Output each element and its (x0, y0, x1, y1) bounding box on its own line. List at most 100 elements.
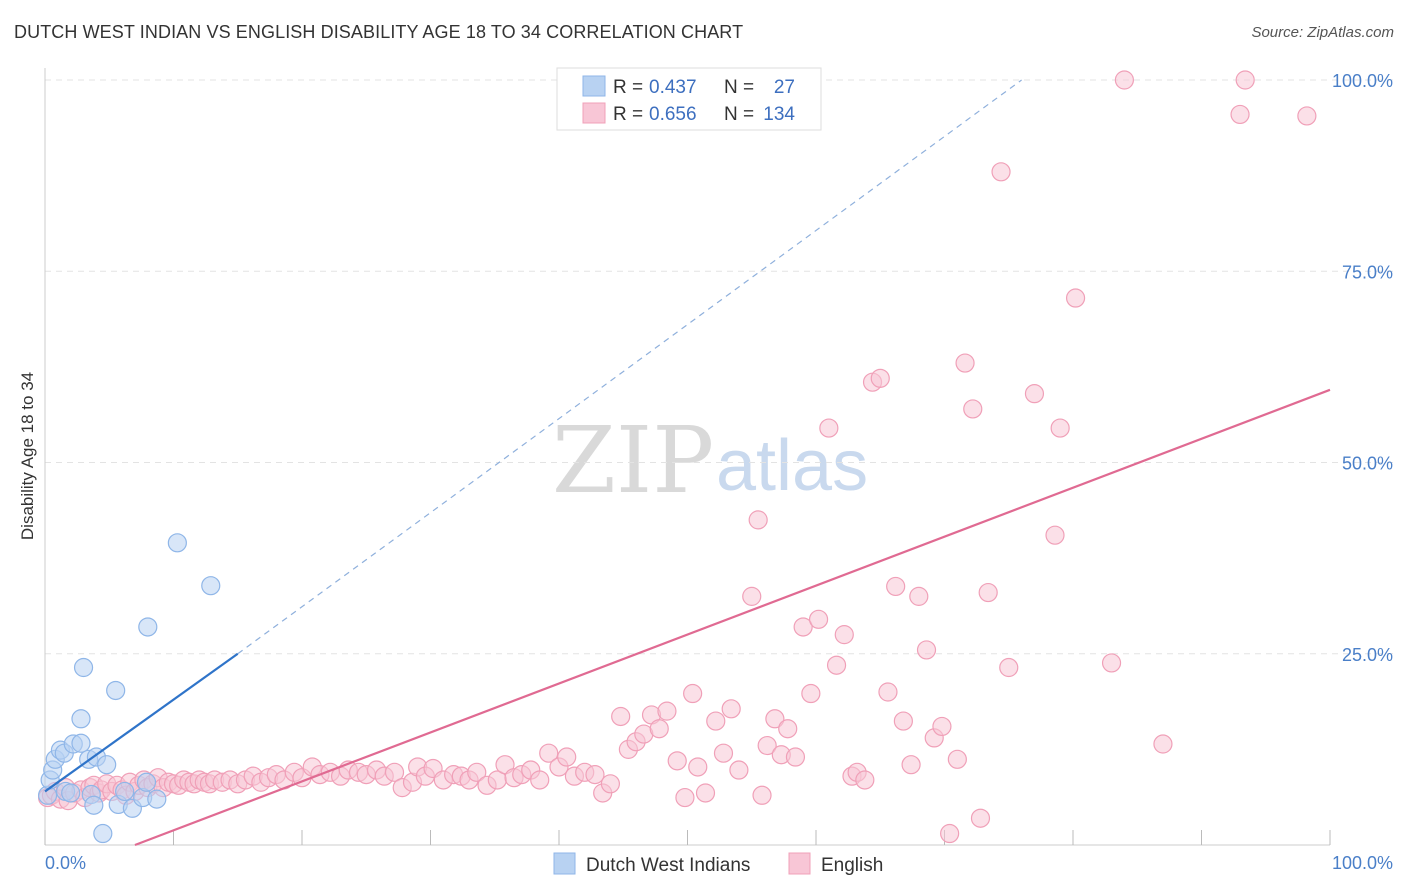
english-point-124 (932, 716, 952, 737)
english-point-107 (801, 683, 821, 704)
y-axis-label: Disability Age 18 to 34 (18, 372, 37, 540)
english-point-138 (1114, 70, 1135, 90)
dutch-west-indians-point-14 (84, 795, 104, 815)
english-point-101 (757, 735, 777, 756)
english-point-104 (778, 719, 798, 739)
dutch-west-indians-point-11 (71, 709, 91, 729)
english-point-139 (1153, 734, 1173, 754)
english-point-132 (999, 657, 1019, 678)
english-point-105 (785, 747, 806, 767)
english-point-95 (713, 743, 734, 763)
english-point-79 (585, 765, 605, 785)
english-point-110 (826, 655, 847, 675)
english-point-136 (1065, 288, 1086, 308)
english-point-106 (793, 617, 813, 637)
legend-n-value-english: 134 (763, 104, 795, 125)
english-point-133 (1024, 384, 1045, 404)
watermark: ZIP atlas (552, 407, 868, 514)
english-point-137 (1101, 653, 1122, 673)
english-point-111 (834, 625, 854, 645)
english-point-140 (1230, 104, 1250, 125)
y-tick-label-75: 75.0% (1342, 262, 1393, 282)
dutch-west-indians-point-25 (147, 789, 167, 809)
bottom-legend-swatch-english (788, 852, 811, 875)
dutch-west-indians-point-20 (115, 781, 135, 802)
english-point-73 (530, 770, 550, 790)
english-point-126 (947, 749, 967, 769)
english-point-93 (695, 783, 716, 803)
english-point-135 (1050, 418, 1070, 438)
bottom-legend-label-english: English (821, 855, 883, 876)
english-point-127 (955, 353, 975, 373)
english-point-82 (611, 706, 631, 727)
legend-n-value-dwi: 27 (774, 77, 795, 98)
x-tick-label-min: 0.0% (45, 853, 86, 873)
english-point-120 (901, 755, 921, 775)
english-point-92 (688, 757, 708, 777)
legend-r-label-english: R = (613, 104, 643, 125)
english-point-56 (384, 762, 405, 782)
legend-n-label-english: N = (724, 104, 754, 125)
english-point-81 (600, 774, 621, 794)
watermark-atlas: atlas (716, 426, 868, 506)
y-tick-labels: 100.0% 75.0% 50.0% 25.0% (1332, 71, 1393, 665)
x-tick-label-max: 100.0% (1332, 853, 1393, 873)
english-point-96 (721, 699, 741, 719)
dutch-west-indians-point-17 (97, 755, 117, 775)
english-point-130 (978, 582, 998, 603)
chart-source: Source: ZipAtlas.com (1251, 24, 1394, 41)
english-point-94 (706, 711, 726, 731)
english-point-134 (1045, 525, 1065, 545)
english-point-131 (991, 162, 1011, 182)
chart-title: DUTCH WEST INDIAN VS ENGLISH DISABILITY … (14, 22, 744, 42)
english-point-90 (675, 787, 695, 808)
dutch-west-indians-point-16 (93, 823, 113, 844)
english-point-87 (649, 719, 669, 739)
english-point-125 (940, 823, 960, 844)
english-point-100 (752, 785, 772, 805)
bottom-legend-label-dutch-west-indians: Dutch West Indians (586, 855, 750, 876)
trend-line-english (134, 388, 1331, 847)
english-point-129 (970, 808, 991, 828)
english-point-128 (963, 399, 983, 419)
bottom-legend-swatch-dutch-west-indians (553, 852, 576, 875)
legend-n-label-dwi: N = (724, 77, 754, 98)
english-point-89 (667, 751, 687, 771)
gridlines (45, 79, 1393, 655)
english-point-91 (683, 683, 703, 704)
dutch-west-indians-point-9 (71, 733, 91, 753)
english-point-97 (729, 760, 749, 780)
series-dutch-west-indians-points (37, 533, 221, 844)
english-point-88 (657, 701, 677, 721)
y-tick-label-25: 25.0% (1342, 645, 1393, 665)
english-point-109 (819, 418, 839, 438)
dutch-west-indians-point-18 (106, 680, 126, 701)
legend-r-value-english: 0.656 (649, 104, 697, 125)
english-point-118 (886, 576, 906, 597)
english-point-121 (909, 586, 929, 606)
legend-r-value-dwi: 0.437 (649, 77, 697, 98)
legend-r-label-dwi: R = (613, 77, 643, 98)
english-point-108 (808, 609, 829, 629)
series-english-points (37, 70, 1317, 844)
english-point-69 (495, 755, 515, 775)
english-point-122 (916, 640, 937, 660)
english-point-114 (855, 770, 875, 790)
english-point-119 (893, 711, 913, 731)
dutch-west-indians-point-7 (61, 783, 81, 803)
y-tick-label-50: 50.0% (1342, 454, 1393, 474)
english-point-66 (467, 762, 487, 782)
dutch-west-indians-point-27 (201, 576, 221, 596)
trend-line-extension-dutch-west-indians (237, 79, 1022, 655)
english-point-141 (1235, 70, 1255, 90)
y-tick-label-100: 100.0% (1332, 71, 1393, 91)
dutch-west-indians-point-26 (167, 533, 187, 553)
dutch-west-indians-point-10 (73, 657, 94, 678)
legend-swatch-dutch-west-indians (582, 75, 606, 97)
stats-legend: R = 0.437 N = 27 R = 0.656 N = 134 (556, 67, 822, 131)
english-point-99 (748, 510, 768, 530)
english-point-142 (1297, 106, 1317, 126)
english-point-102 (765, 709, 785, 729)
dutch-west-indians-point-23 (136, 772, 157, 792)
legend-swatch-english (582, 102, 606, 124)
